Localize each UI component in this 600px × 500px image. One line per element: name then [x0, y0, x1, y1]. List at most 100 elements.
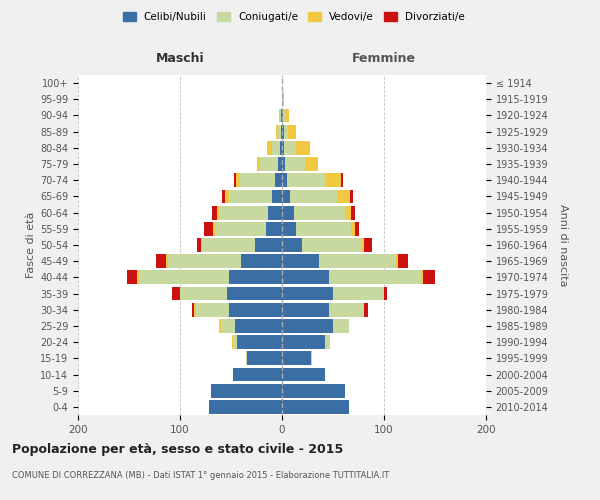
- Bar: [319, 254, 396, 268]
- Bar: [287, 174, 326, 187]
- Bar: [229, 270, 282, 284]
- Bar: [282, 336, 325, 349]
- Bar: [283, 92, 284, 106]
- Bar: [384, 286, 387, 300]
- Bar: [166, 254, 168, 268]
- Bar: [229, 303, 282, 316]
- Bar: [232, 336, 233, 349]
- Y-axis label: Anni di nascita: Anni di nascita: [558, 204, 568, 286]
- Text: COMUNE DI CORREZZANA (MB) - Dati ISTAT 1° gennaio 2015 - Elaborazione TUTTITALIA: COMUNE DI CORREZZANA (MB) - Dati ISTAT 1…: [12, 471, 389, 480]
- Bar: [282, 174, 287, 187]
- Bar: [266, 222, 282, 235]
- Bar: [282, 303, 329, 316]
- Bar: [192, 303, 194, 316]
- Bar: [168, 254, 241, 268]
- Bar: [219, 206, 268, 220]
- Bar: [398, 254, 409, 268]
- Bar: [333, 319, 349, 333]
- Bar: [209, 400, 282, 414]
- Bar: [282, 190, 290, 203]
- Bar: [282, 400, 349, 414]
- Bar: [421, 270, 423, 284]
- Bar: [282, 352, 311, 365]
- Bar: [284, 141, 296, 154]
- Bar: [180, 286, 227, 300]
- Text: Maschi: Maschi: [155, 52, 205, 66]
- Bar: [282, 108, 283, 122]
- Bar: [282, 368, 325, 382]
- Bar: [282, 270, 329, 284]
- Bar: [337, 190, 350, 203]
- Bar: [222, 190, 225, 203]
- Bar: [172, 286, 180, 300]
- Bar: [362, 238, 364, 252]
- Bar: [217, 206, 219, 220]
- Bar: [282, 157, 285, 171]
- Bar: [396, 254, 398, 268]
- Bar: [155, 254, 166, 268]
- Bar: [225, 190, 229, 203]
- Bar: [302, 238, 362, 252]
- Bar: [282, 92, 283, 106]
- Bar: [240, 174, 275, 187]
- Text: Popolazione per età, sesso e stato civile - 2015: Popolazione per età, sesso e stato civil…: [12, 442, 343, 456]
- Bar: [285, 108, 289, 122]
- Bar: [279, 108, 280, 122]
- Bar: [241, 254, 282, 268]
- Bar: [282, 384, 345, 398]
- Bar: [215, 222, 266, 235]
- Bar: [282, 254, 319, 268]
- Bar: [282, 206, 294, 220]
- Bar: [364, 238, 372, 252]
- Bar: [352, 222, 355, 235]
- Bar: [329, 270, 421, 284]
- Bar: [260, 157, 278, 171]
- Bar: [234, 174, 236, 187]
- Legend: Celibi/Nubili, Coniugati/e, Vedovi/e, Divorziati/e: Celibi/Nubili, Coniugati/e, Vedovi/e, Di…: [119, 8, 469, 26]
- Bar: [233, 368, 282, 382]
- Bar: [305, 157, 318, 171]
- Bar: [194, 303, 196, 316]
- Bar: [290, 190, 337, 203]
- Bar: [212, 206, 217, 220]
- Bar: [282, 141, 284, 154]
- Bar: [282, 238, 302, 252]
- Bar: [282, 286, 333, 300]
- Bar: [275, 174, 282, 187]
- Bar: [227, 286, 282, 300]
- Bar: [196, 303, 229, 316]
- Bar: [283, 108, 285, 122]
- Bar: [235, 319, 282, 333]
- Text: Femmine: Femmine: [352, 52, 416, 66]
- Bar: [212, 222, 215, 235]
- Bar: [326, 174, 341, 187]
- Bar: [278, 125, 281, 138]
- Bar: [288, 125, 296, 138]
- Bar: [352, 206, 355, 220]
- Bar: [282, 319, 333, 333]
- Bar: [272, 190, 282, 203]
- Bar: [236, 174, 240, 187]
- Bar: [285, 157, 305, 171]
- Bar: [278, 157, 282, 171]
- Bar: [280, 108, 281, 122]
- Bar: [284, 125, 288, 138]
- Bar: [127, 270, 137, 284]
- Y-axis label: Fasce di età: Fasce di età: [26, 212, 36, 278]
- Bar: [205, 222, 212, 235]
- Bar: [341, 174, 343, 187]
- Bar: [333, 286, 384, 300]
- Bar: [345, 206, 352, 220]
- Bar: [139, 270, 229, 284]
- Bar: [229, 190, 272, 203]
- Bar: [296, 141, 310, 154]
- Bar: [202, 238, 256, 252]
- Bar: [282, 222, 296, 235]
- Bar: [280, 141, 282, 154]
- Bar: [423, 270, 435, 284]
- Bar: [268, 206, 282, 220]
- Bar: [276, 125, 278, 138]
- Bar: [219, 319, 221, 333]
- Bar: [221, 319, 235, 333]
- Bar: [272, 141, 280, 154]
